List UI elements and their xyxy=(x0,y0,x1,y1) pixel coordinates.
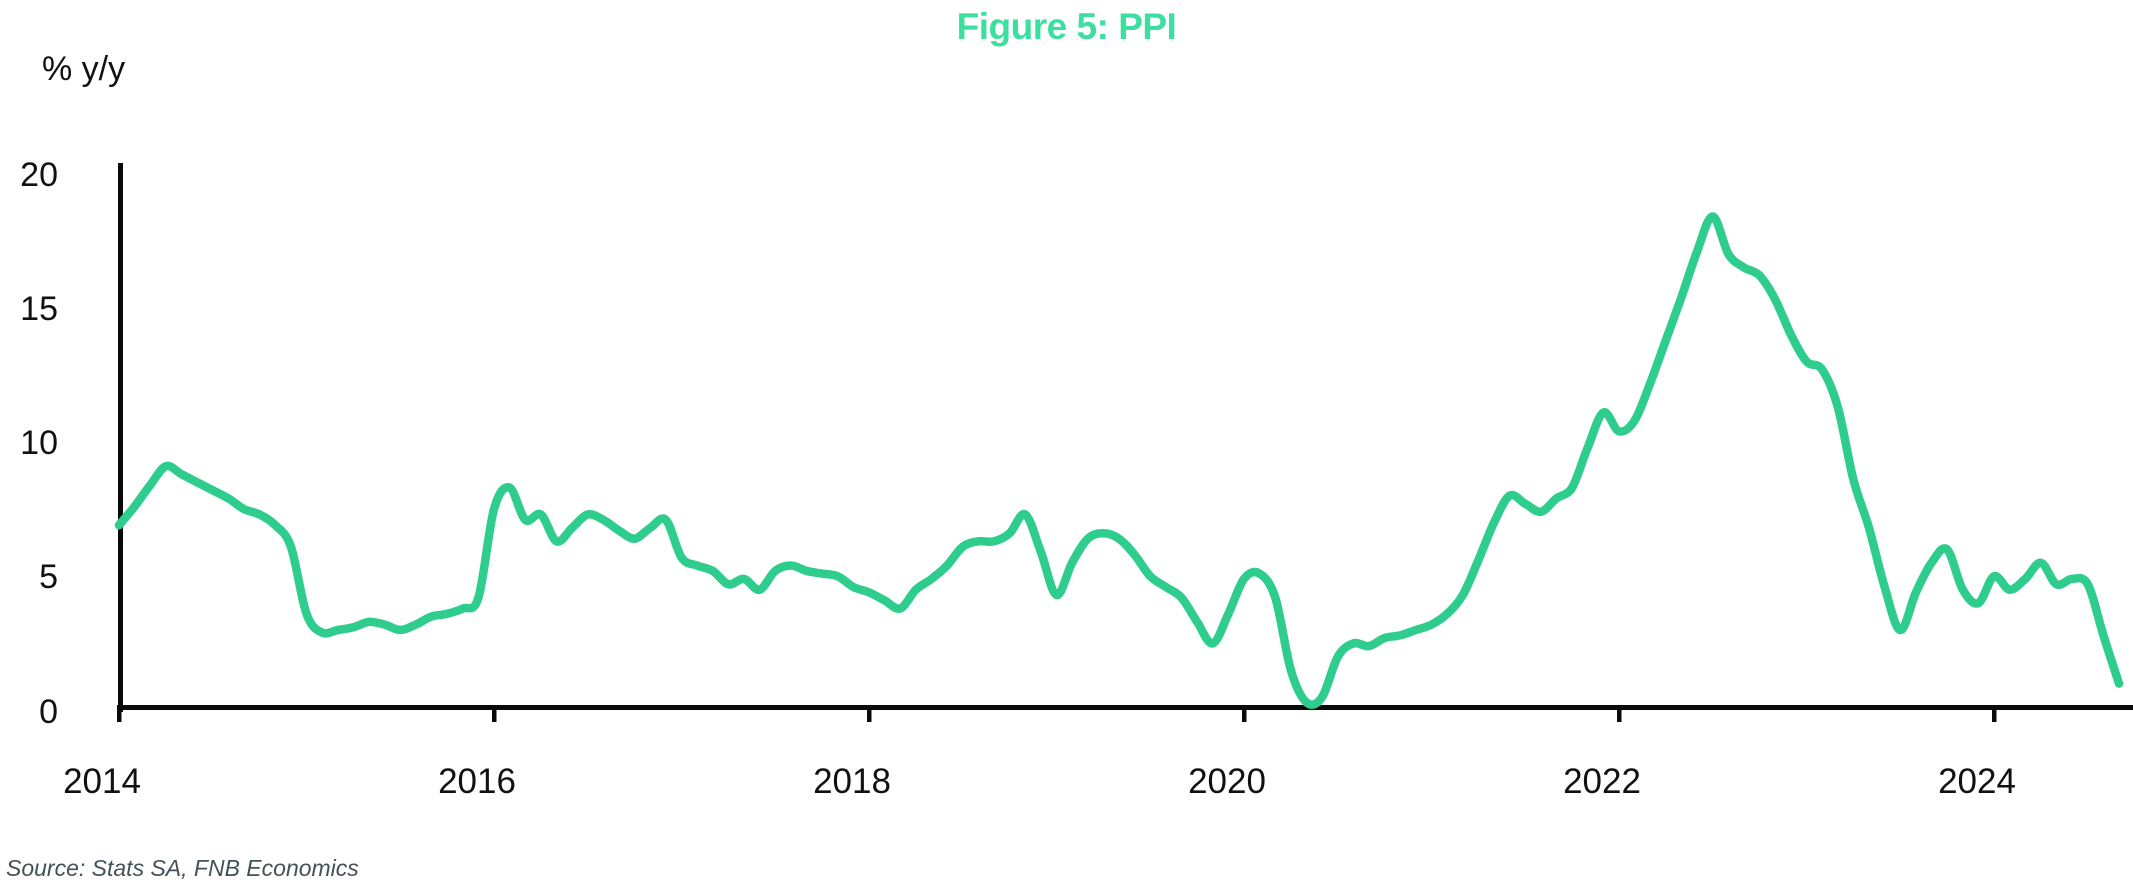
x-tick-label: 2016 xyxy=(438,762,516,801)
x-tick-label: 2024 xyxy=(1938,762,2016,801)
x-axis-tick xyxy=(867,705,872,722)
x-axis xyxy=(118,705,2133,710)
y-axis-unit-label: % y/y xyxy=(42,50,126,88)
x-axis-tick xyxy=(1242,705,1247,722)
x-tick-label: 2014 xyxy=(63,762,141,801)
x-axis-tick xyxy=(1992,705,1997,722)
y-tick-label: 0 xyxy=(39,692,58,731)
y-tick-label: 15 xyxy=(20,289,58,328)
y-tick-label: 10 xyxy=(20,424,58,462)
y-tick-label: 20 xyxy=(20,155,58,194)
chart-title: Figure 5: PPI xyxy=(956,6,1177,47)
y-tick-label: 5 xyxy=(39,558,58,597)
x-tick-label: 2018 xyxy=(813,762,891,801)
ppi-line xyxy=(114,212,2124,709)
x-tick-label: 2022 xyxy=(1563,762,1641,801)
source-note: Source: Stats SA, FNB Economics xyxy=(6,855,359,881)
x-axis-tick xyxy=(492,705,497,722)
x-axis-tick xyxy=(1617,705,1622,722)
y-axis xyxy=(118,163,123,712)
x-axis-ticks xyxy=(117,705,1997,722)
x-tick-label: 2020 xyxy=(1188,762,1266,801)
x-axis-tick xyxy=(117,705,122,722)
